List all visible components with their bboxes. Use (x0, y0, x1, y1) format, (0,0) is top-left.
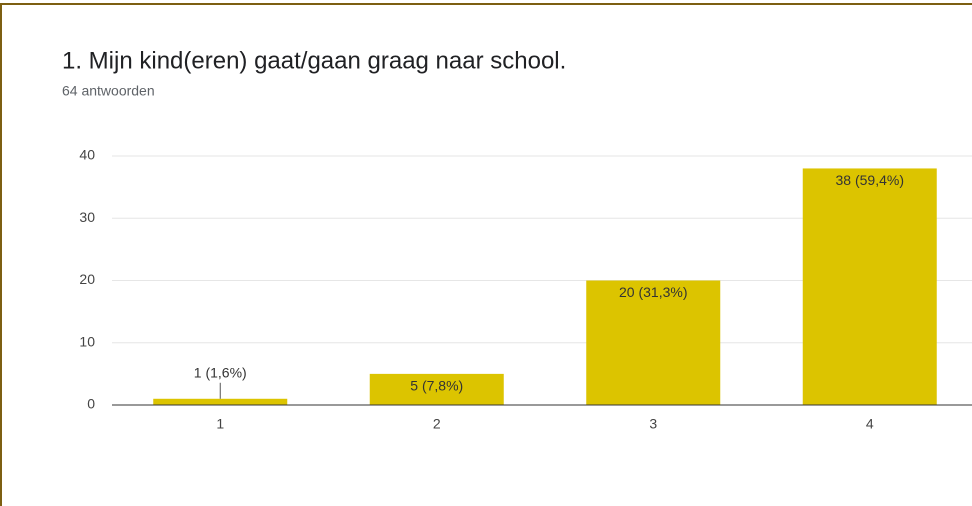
y-tick-label: 40 (79, 147, 95, 163)
x-tick-label: 3 (649, 416, 657, 432)
x-tick-label: 4 (866, 416, 874, 432)
y-tick-label: 20 (79, 271, 95, 287)
x-tick-label: 2 (433, 416, 441, 432)
chart-subtitle: 64 antwoorden (62, 83, 155, 99)
data-label: 5 (7,8%) (410, 378, 463, 394)
chart-title: 1. Mijn kind(eren) gaat/gaan graag naar … (62, 47, 566, 74)
y-tick-label: 0 (87, 396, 95, 412)
data-label: 1 (1,6%) (194, 364, 247, 380)
bar (369, 373, 504, 405)
y-tick-label: 10 (79, 333, 95, 349)
bar (153, 398, 288, 405)
x-tick-label: 1 (216, 416, 224, 432)
card (0, 3, 972, 506)
bar (586, 280, 721, 405)
data-label: 38 (59,4%) (836, 172, 904, 188)
data-label: 20 (31,3%) (619, 284, 687, 300)
bar (802, 168, 937, 405)
y-tick-label: 30 (79, 209, 95, 225)
